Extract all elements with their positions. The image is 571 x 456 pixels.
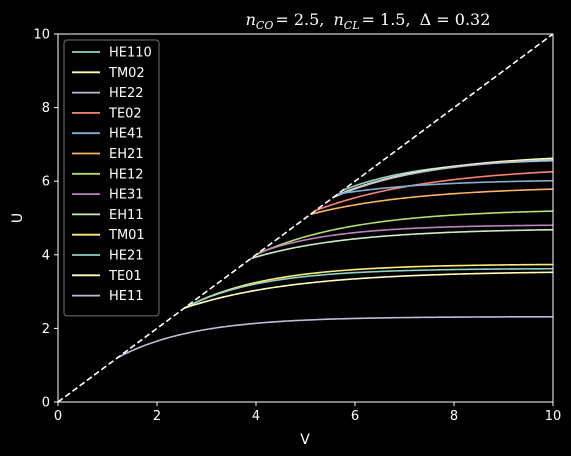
legend-label-he41: HE41 bbox=[109, 127, 144, 142]
legend-label-eh21: EH21 bbox=[109, 147, 144, 162]
legend-label-tm02: TM02 bbox=[108, 66, 145, 81]
series-line-he41 bbox=[337, 179, 553, 195]
legend-label-he110: HE110 bbox=[109, 46, 152, 61]
y-tick-label: 2 bbox=[42, 322, 50, 337]
series-line-te01 bbox=[183, 271, 553, 309]
legend-label-eh11: EH11 bbox=[109, 208, 144, 223]
y-tick-label: 6 bbox=[42, 175, 50, 190]
x-tick-label: 4 bbox=[252, 409, 260, 424]
legend-label-he31: HE31 bbox=[109, 188, 144, 203]
x-tick-label: 0 bbox=[54, 409, 62, 424]
series-line-te02 bbox=[315, 170, 553, 212]
y-tick-label: 4 bbox=[42, 248, 50, 263]
plot-frame bbox=[57, 33, 554, 403]
y-tick-label: 10 bbox=[33, 28, 50, 43]
series-line-he12 bbox=[255, 210, 553, 256]
legend-label-te02: TE02 bbox=[108, 106, 142, 121]
legend-label-he12: HE12 bbox=[109, 167, 144, 182]
series-line-he22 bbox=[332, 158, 553, 199]
series-line-tm01 bbox=[183, 263, 553, 309]
series-line-eh21 bbox=[310, 188, 553, 216]
legend: HE110 TM02 HE22 TE02 HE41 EH21 HE12 HE31 EH11 TM0… bbox=[63, 39, 160, 317]
legend-label-he11: HE11 bbox=[109, 289, 144, 304]
series-group bbox=[58, 34, 553, 402]
series-line-eh11 bbox=[250, 228, 553, 260]
series-line-he11 bbox=[117, 315, 553, 359]
y-axis-label: U bbox=[10, 213, 26, 223]
x-tick-label: 2 bbox=[153, 409, 161, 424]
series-line-he21 bbox=[183, 267, 553, 309]
series-line-he31 bbox=[258, 224, 553, 254]
legend-label-te01: TE01 bbox=[108, 269, 142, 284]
legend-box bbox=[63, 39, 160, 317]
x-tick-label: 6 bbox=[351, 409, 359, 424]
y-tick-label: 8 bbox=[42, 101, 50, 116]
plot-area: 0 2 4 6 8 100246810HE110TM02HE22TE02HE41EH21H… bbox=[33, 28, 561, 425]
x-axis-label: V bbox=[300, 432, 310, 448]
y-tick-label: 0 bbox=[42, 396, 50, 411]
chart-title: nCO = 2.5, nCL = 1.5, Δ = 0.32 bbox=[246, 10, 491, 32]
legend-label-tm01: TM01 bbox=[108, 228, 145, 243]
x-tick-label: 10 bbox=[545, 409, 562, 424]
x-tick-label: 8 bbox=[450, 409, 458, 424]
reference-line bbox=[58, 34, 553, 402]
legend-label-he22: HE22 bbox=[109, 86, 144, 101]
legend-label-he21: HE21 bbox=[109, 249, 144, 264]
